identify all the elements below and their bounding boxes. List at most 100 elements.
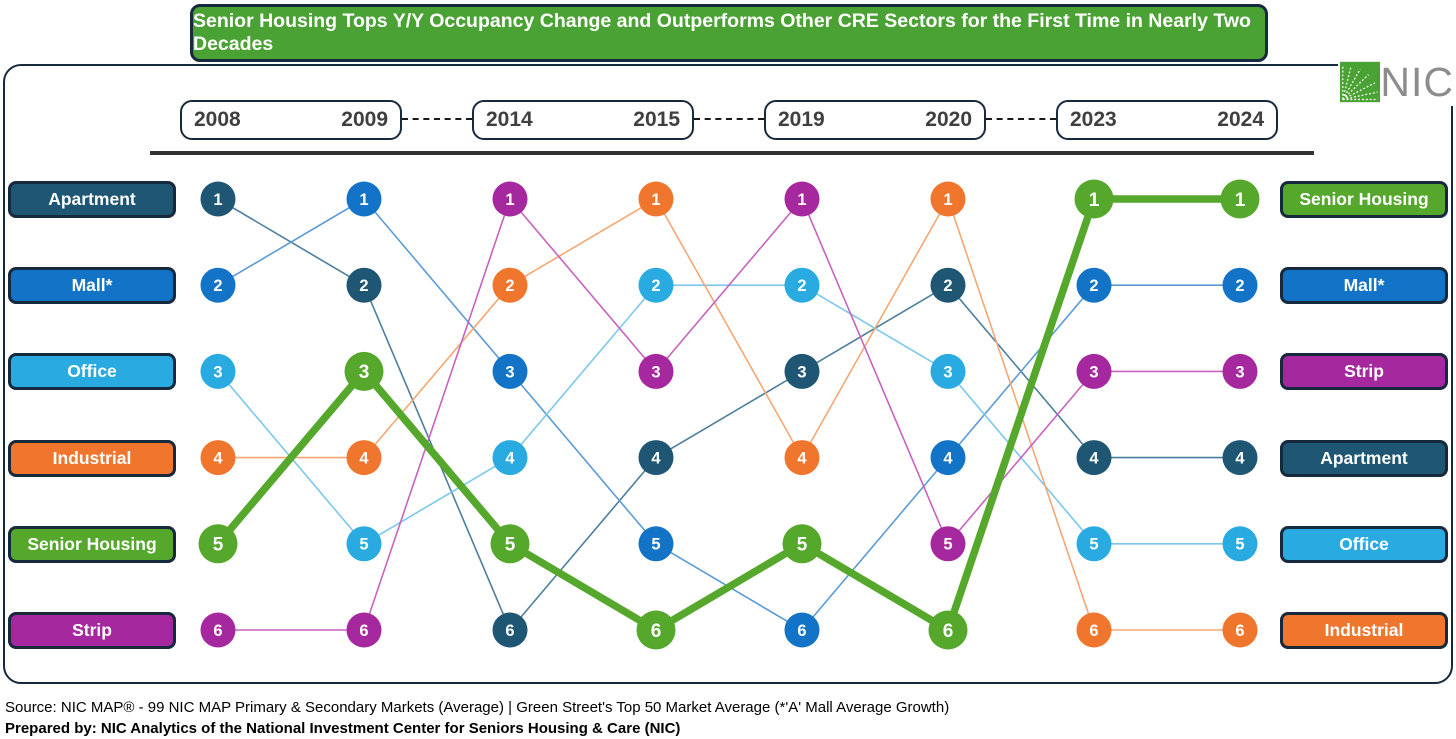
- year-box-2008-2009: 2008 2009: [180, 100, 402, 140]
- rank-number: 1: [213, 191, 222, 209]
- rank-node-2009-strip: [346, 612, 382, 648]
- separator-line: [150, 151, 1314, 155]
- sector-pill-right-mall: Mall*: [1280, 266, 1448, 304]
- nic-logo-text: NIC: [1380, 59, 1454, 105]
- rank-number: 5: [651, 536, 660, 554]
- rank-number: 4: [943, 450, 953, 468]
- sector-pill-right-office: Office: [1280, 525, 1448, 563]
- rank-number: 6: [943, 621, 954, 642]
- rank-number: 1: [651, 191, 660, 209]
- rank-number: 5: [359, 536, 368, 554]
- series-line-industrial: [217, 198, 1241, 631]
- rank-number: 3: [943, 363, 952, 381]
- year-label: 2014: [486, 108, 533, 131]
- year-box-2019-2020: 2019 2020: [764, 100, 986, 140]
- rank-number: 3: [505, 363, 514, 381]
- rank-node-2015-mall-: [638, 526, 674, 562]
- year-label: 2019: [778, 108, 825, 131]
- sector-pill-left-apartment: Apartment: [8, 180, 176, 218]
- rank-number: 6: [505, 622, 514, 640]
- footer-prepared: Prepared by: NIC Analytics of the Nation…: [5, 720, 681, 737]
- rank-number: 4: [505, 450, 515, 468]
- sector-pill-text: Industrial: [52, 447, 132, 468]
- rank-number: 1: [359, 191, 368, 209]
- rank-number: 3: [1089, 363, 1098, 381]
- year-label: 2008: [194, 108, 241, 131]
- rank-node-2009-senior-housing: [344, 351, 384, 391]
- sector-pill-right-apartment: Apartment: [1280, 439, 1448, 477]
- rank-node-2024-mall-: [1222, 267, 1258, 303]
- rank-node-2009-industrial: [346, 440, 382, 476]
- year-label: 2020: [925, 108, 972, 131]
- rank-node-2014-mall-: [492, 353, 528, 389]
- series-line-apartment: [217, 198, 1241, 631]
- year-label: 2023: [1070, 108, 1117, 131]
- sector-pill-left-industrial: Industrial: [8, 439, 176, 477]
- rank-node-2015-office: [638, 267, 674, 303]
- rank-node-2008-senior-housing: [198, 524, 238, 564]
- nic-logo-mark: [1340, 61, 1381, 103]
- rank-node-2024-strip: [1222, 353, 1258, 389]
- sector-pill-left-mall: Mall*: [8, 266, 176, 304]
- rank-node-2015-strip: [638, 353, 674, 389]
- rank-node-2020-apartment: [930, 267, 966, 303]
- sector-pill-text: Apartment: [1320, 447, 1408, 468]
- rank-number: 5: [943, 536, 952, 554]
- rank-number: 2: [213, 277, 222, 295]
- rank-number: 6: [1089, 622, 1098, 640]
- rank-number: 5: [505, 535, 516, 556]
- year-label: 2009: [341, 108, 388, 131]
- rank-number: 1: [1089, 190, 1100, 211]
- year-dash-connector: [986, 118, 1056, 120]
- sector-pill-right-industrial: Industrial: [1280, 611, 1448, 649]
- rank-number: 6: [213, 622, 222, 640]
- rank-number: 6: [797, 622, 806, 640]
- sector-pill-left-office: Office: [8, 352, 176, 390]
- year-box-2023-2024: 2023 2024: [1056, 100, 1278, 140]
- title-banner: Senior Housing Tops Y/Y Occupancy Change…: [190, 4, 1268, 62]
- rank-node-2023-apartment: [1076, 440, 1112, 476]
- sector-pill-text: Strip: [72, 619, 112, 640]
- rank-node-2008-strip: [200, 612, 236, 648]
- rank-node-2009-apartment: [346, 267, 382, 303]
- rank-number: 4: [1235, 450, 1245, 468]
- sector-pill-text: Industrial: [1324, 619, 1404, 640]
- year-label: 2015: [633, 108, 680, 131]
- rank-number: 1: [505, 191, 514, 209]
- rank-number: 3: [797, 363, 806, 381]
- series-line-strip: [217, 198, 1241, 631]
- rank-number: 1: [1235, 190, 1246, 211]
- rank-node-2019-strip: [784, 181, 820, 217]
- sector-pill-text: Senior Housing: [1299, 188, 1429, 209]
- chart-title: Senior Housing Tops Y/Y Occupancy Change…: [193, 10, 1251, 55]
- rank-node-2019-senior-housing: [782, 524, 822, 564]
- rank-node-2023-strip: [1076, 353, 1112, 389]
- rank-node-2008-industrial: [200, 440, 236, 476]
- sector-pill-left-senior-housing: Senior Housing: [8, 525, 176, 563]
- sector-pill-text: Strip: [1344, 360, 1384, 381]
- rank-node-2009-office: [346, 526, 382, 562]
- rank-node-2019-office: [784, 267, 820, 303]
- rank-node-2020-strip: [930, 526, 966, 562]
- rank-node-2014-apartment: [492, 612, 528, 648]
- rank-node-2020-office: [930, 353, 966, 389]
- year-dash-connector: [402, 118, 472, 120]
- rank-number: 2: [651, 277, 660, 295]
- rank-number: 6: [1235, 622, 1244, 640]
- sector-pill-right-senior-housing: Senior Housing: [1280, 180, 1448, 218]
- rank-node-2024-industrial: [1222, 612, 1258, 648]
- rank-number: 6: [651, 621, 662, 642]
- sector-pill-text: Apartment: [48, 188, 136, 209]
- rank-number: 4: [213, 450, 223, 468]
- rank-node-2015-industrial: [638, 181, 674, 217]
- series-line-senior-housing: [214, 195, 1244, 634]
- rank-node-2023-mall-: [1076, 267, 1112, 303]
- rank-node-2014-office: [492, 440, 528, 476]
- rank-number: 4: [1089, 450, 1099, 468]
- rank-node-2009-mall-: [346, 181, 382, 217]
- nic-logo: NIC: [1338, 58, 1454, 106]
- rank-node-2008-office: [200, 353, 236, 389]
- rank-number: 5: [797, 535, 808, 556]
- year-dash-connector: [694, 118, 764, 120]
